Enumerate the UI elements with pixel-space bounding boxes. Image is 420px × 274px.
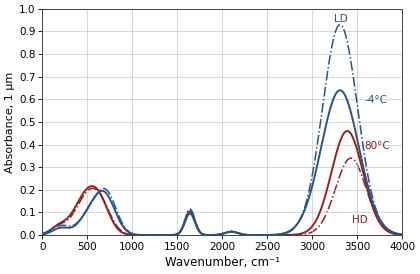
X-axis label: Wavenumber, cm⁻¹: Wavenumber, cm⁻¹ [165,256,280,269]
Text: 80°C: 80°C [364,141,390,151]
Text: LD: LD [334,14,347,24]
Y-axis label: Absorbance, 1 μm: Absorbance, 1 μm [5,71,15,173]
Text: -4°C: -4°C [364,95,387,105]
Text: HD: HD [352,215,368,225]
